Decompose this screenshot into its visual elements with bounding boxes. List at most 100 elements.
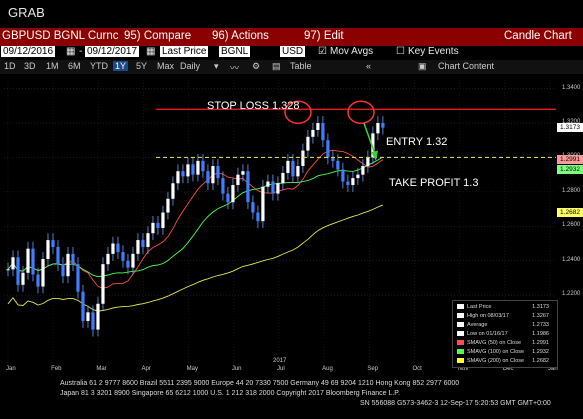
candle-body <box>51 240 55 247</box>
edit-button[interactable]: 97) Edit <box>304 30 344 42</box>
candle-body <box>71 253 75 265</box>
legend-label: Last Price <box>467 304 492 310</box>
candle-body <box>366 157 370 167</box>
calendar-icon[interactable]: ▦ <box>66 46 76 57</box>
candle-series <box>6 116 385 337</box>
candle-body <box>21 272 25 285</box>
period-max[interactable]: Max <box>157 61 175 71</box>
mov-avgs-checkbox-icon[interactable]: ☑ <box>318 46 327 57</box>
candle-body <box>256 212 260 222</box>
mov-avgs-label[interactable]: Mov Avgs <box>330 46 374 57</box>
candle-body <box>196 160 200 175</box>
candle-body <box>46 240 50 260</box>
candle-body <box>181 171 185 177</box>
y-tick-label: 1.2600 <box>562 222 581 229</box>
period-ytd[interactable]: YTD <box>90 61 108 71</box>
candle-body <box>361 166 365 175</box>
legend-value: 1.1986 <box>532 331 549 337</box>
candle-body <box>331 157 335 161</box>
chart-content-icon[interactable]: ▣ <box>418 61 427 71</box>
period-3d[interactable]: 3D <box>24 61 36 71</box>
key-events-checkbox-icon[interactable]: ☐ <box>396 46 405 57</box>
footer-contacts-line2: Japan 81 3 3201 8900 Singapore 65 6212 1… <box>60 390 401 397</box>
candle-body <box>186 164 190 177</box>
annotation-marks <box>284 100 378 161</box>
table-button[interactable]: Table <box>290 61 312 71</box>
legend-item: Average 1.2733 <box>457 322 553 328</box>
candle-body <box>121 252 125 261</box>
period-1d[interactable]: 1D <box>4 61 16 71</box>
candle-body <box>36 274 40 287</box>
title-bar: GRAB <box>0 0 583 26</box>
legend-swatch <box>457 304 464 310</box>
x-tick-label: Oct <box>412 366 422 372</box>
legend-label: SMAVG (200) on Close <box>467 358 525 364</box>
candle-body <box>211 166 215 184</box>
y-tick-label: 1.2200 <box>562 291 581 298</box>
stop-loss-annotation: STOP LOSS 1.328 <box>207 100 300 112</box>
candle-body <box>336 160 340 170</box>
candle-body <box>16 257 20 285</box>
candle-body <box>281 172 285 184</box>
candle-body <box>146 233 150 247</box>
chart-style-icon[interactable]: ▤ <box>272 61 281 71</box>
currency-field[interactable]: USD <box>280 46 306 57</box>
end-date-field[interactable]: 09/12/2017 <box>85 46 140 57</box>
price-field-select[interactable]: Last Price <box>160 46 209 57</box>
calendar-icon[interactable]: ▦ <box>146 46 156 57</box>
window-title: GRAB <box>8 5 45 20</box>
frequency-select[interactable]: Daily <box>180 61 201 71</box>
candle-body <box>166 198 170 213</box>
period-5y[interactable]: 5Y <box>136 61 148 71</box>
start-date-field[interactable]: 09/12/2016 <box>1 46 56 57</box>
actions-button[interactable]: 96) Actions <box>212 30 269 42</box>
candle-body <box>116 243 120 253</box>
candle-body <box>96 303 100 330</box>
collapse-left-icon[interactable]: « <box>366 61 372 71</box>
legend-value: 1.3267 <box>532 313 549 319</box>
candle-body <box>206 171 210 184</box>
security-ticker[interactable]: GBPUSD BGNL Curnc <box>2 30 119 42</box>
candle-body <box>136 240 140 254</box>
x-tick-label: Sep <box>367 366 379 372</box>
chart-type-label: Candle Chart <box>504 30 572 42</box>
candle-body <box>346 181 350 185</box>
candle-body <box>376 123 380 134</box>
legend-swatch <box>457 331 464 337</box>
line-chart-icon[interactable]: 〰 <box>230 63 240 73</box>
candle-body <box>341 169 345 182</box>
compare-button[interactable]: 95) Compare <box>124 30 192 42</box>
chart-area <box>0 74 583 372</box>
legend-value: 1.3173 <box>532 304 549 310</box>
price-label-box: 1.2682 <box>557 207 583 217</box>
candlestick-chart <box>4 80 556 364</box>
candle-body <box>156 222 160 229</box>
chart-content-button[interactable]: Chart Content <box>438 61 495 71</box>
candle-body <box>381 123 385 128</box>
period-1m[interactable]: 1M <box>46 61 59 71</box>
candle-body <box>61 264 65 277</box>
stop-loss-circle <box>284 100 312 125</box>
legend-swatch <box>457 313 464 319</box>
candle-body <box>171 183 175 199</box>
settings-icon[interactable]: ⚙ <box>252 61 261 71</box>
candle-body <box>251 202 255 213</box>
x-tick-label: Mar <box>96 366 107 372</box>
candle-body <box>356 174 360 179</box>
candle-body <box>91 312 95 330</box>
candle-body <box>151 222 155 234</box>
level-lines <box>156 108 556 159</box>
candle-body <box>321 123 325 141</box>
candle-body <box>41 259 45 287</box>
source-field[interactable]: BGNL <box>219 46 251 57</box>
candle-body <box>226 193 230 203</box>
key-events-label[interactable]: Key Events <box>408 46 459 57</box>
chart-grid <box>4 80 556 364</box>
period-1y[interactable]: 1Y <box>113 61 129 71</box>
chevron-down-icon[interactable]: ▾ <box>214 61 219 71</box>
candle-body <box>291 160 295 177</box>
candle-body <box>81 291 85 321</box>
legend-swatch <box>457 340 464 346</box>
period-6m[interactable]: 6M <box>68 61 81 71</box>
candle-body <box>56 246 60 265</box>
